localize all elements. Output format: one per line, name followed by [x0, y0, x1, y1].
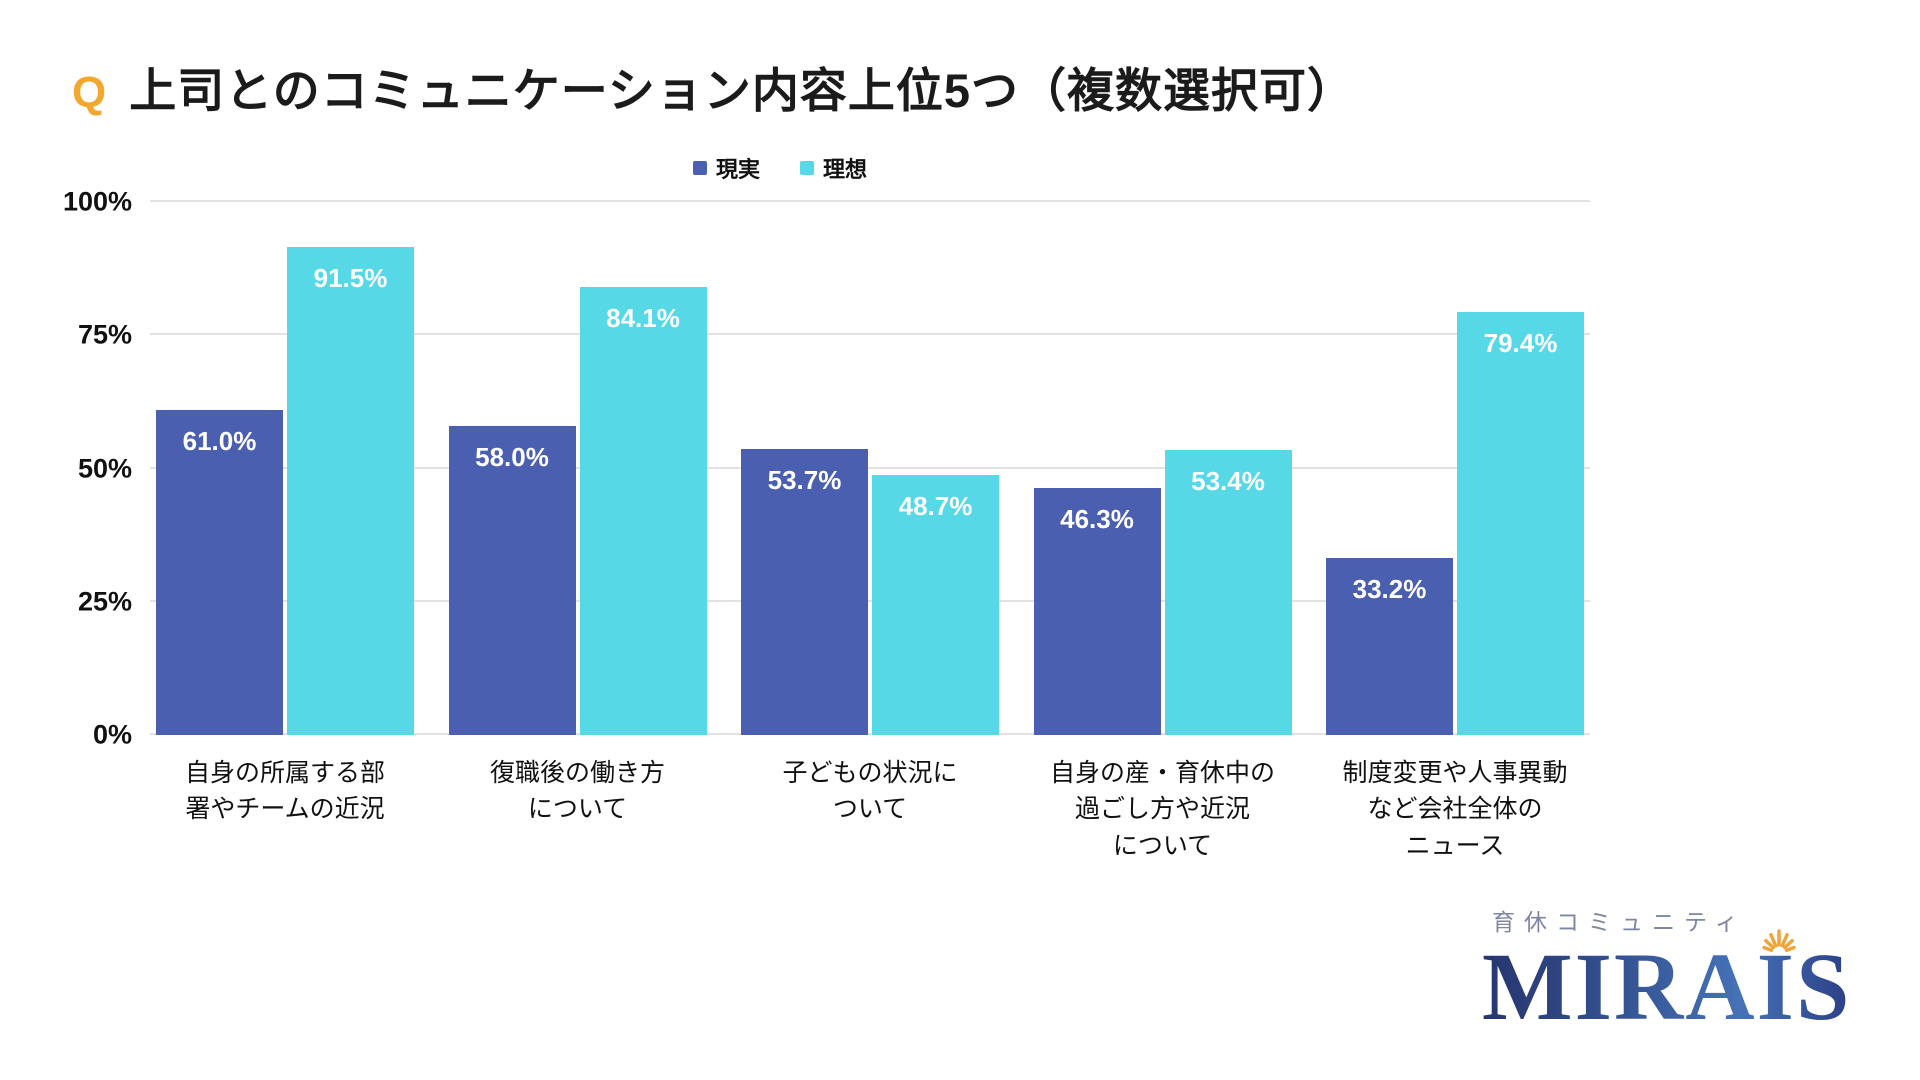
bar-理想: 48.7%	[872, 475, 999, 735]
category-label: 自身の産・育休中の 過ごし方や近況 について	[1049, 759, 1275, 860]
bar-value-label: 53.4%	[1191, 466, 1265, 497]
y-tick-label: 0%	[92, 719, 132, 750]
legend-swatch-icon	[692, 161, 707, 175]
category-label: 子どもの状況に ついて	[782, 759, 958, 824]
plot-area: 0% 25% 50% 75% 100% 61.0% 91.5% 自身の所属する部 署やチーム…	[63, 187, 1590, 860]
bar-group: 58.0% 84.1% 復職後の働き方 について	[448, 202, 707, 823]
legend-swatch-icon	[800, 161, 814, 175]
bar-group: 33.2% 79.4% 制度変更や人事異動 など会社全体の ニュース	[1326, 202, 1584, 860]
legend: 現実 理想	[0, 152, 1560, 184]
bar-理想: 53.4%	[1164, 450, 1292, 735]
question-mark-label: Q	[72, 68, 108, 117]
bar-group: 61.0% 91.5% 自身の所属する部 署やチームの近況	[156, 202, 414, 823]
bar-現実: 46.3%	[1033, 488, 1161, 735]
bar-value-label: 48.7%	[898, 491, 973, 522]
bar-value-label: 79.4%	[1483, 327, 1558, 358]
bar-value-label: 58.0%	[475, 441, 549, 472]
bar-value-label: 91.5%	[313, 263, 388, 294]
bar-現実: 53.7%	[741, 448, 868, 735]
logo-brand-text: MIRAIS	[1482, 929, 1851, 1035]
bar-value-label: 46.3%	[1060, 504, 1134, 535]
category-label: 制度変更や人事異動 など会社全体の ニュース	[1342, 759, 1568, 860]
bar-value-label: 61.0%	[182, 425, 257, 456]
bar-value-label: 53.7%	[767, 464, 842, 495]
logo-community-text: 育休コミュニティ	[1492, 910, 1747, 935]
gridline	[150, 200, 1590, 202]
sunburst-icon	[1762, 929, 1797, 953]
gridline	[150, 733, 1590, 735]
bar-理想: 79.4%	[1457, 311, 1584, 735]
brand-logo: 育休コミュニティ MIRAIS	[1482, 903, 1892, 1035]
y-tick-label: 100%	[62, 186, 132, 217]
bar-理想: 84.1%	[579, 286, 707, 735]
bar-group: 46.3% 53.4% 自身の産・育休中の 過ごし方や近況 について	[1033, 202, 1292, 860]
category-label: 復職後の働き方 について	[489, 759, 665, 824]
bar-value-label: 33.2%	[1352, 574, 1427, 605]
y-tick-label: 75%	[77, 319, 132, 350]
bar-理想: 91.5%	[287, 247, 414, 735]
category-label: 自身の所属する部 署やチームの近況	[184, 759, 385, 824]
chart-title: 上司とのコミュニケーション内容上位5つ（複数選択可）	[129, 64, 1355, 117]
legend-item: 現実	[692, 152, 760, 184]
bar-現実: 61.0%	[156, 409, 283, 735]
gridline	[150, 333, 1590, 336]
y-tick-label: 50%	[77, 453, 132, 483]
bar-現実: 58.0%	[448, 425, 576, 735]
page-title: Q 上司とのコミュニケーション内容上位5つ（複数選択可）	[72, 52, 1355, 121]
legend-label: 理想	[823, 157, 868, 182]
y-tick-label: 25%	[77, 586, 132, 617]
bar-value-label: 84.1%	[606, 302, 680, 333]
gridline	[150, 466, 1590, 469]
gridline	[150, 599, 1590, 602]
bar-groups: 61.0% 91.5% 自身の所属する部 署やチームの近況 58.0% 84.1% 復職後…	[150, 202, 1590, 860]
legend-item: 理想	[800, 152, 867, 184]
bar-現実: 33.2%	[1326, 558, 1453, 735]
legend-label: 現実	[715, 157, 760, 182]
bar-group: 53.7% 48.7% 子どもの状況に ついて	[741, 202, 999, 823]
